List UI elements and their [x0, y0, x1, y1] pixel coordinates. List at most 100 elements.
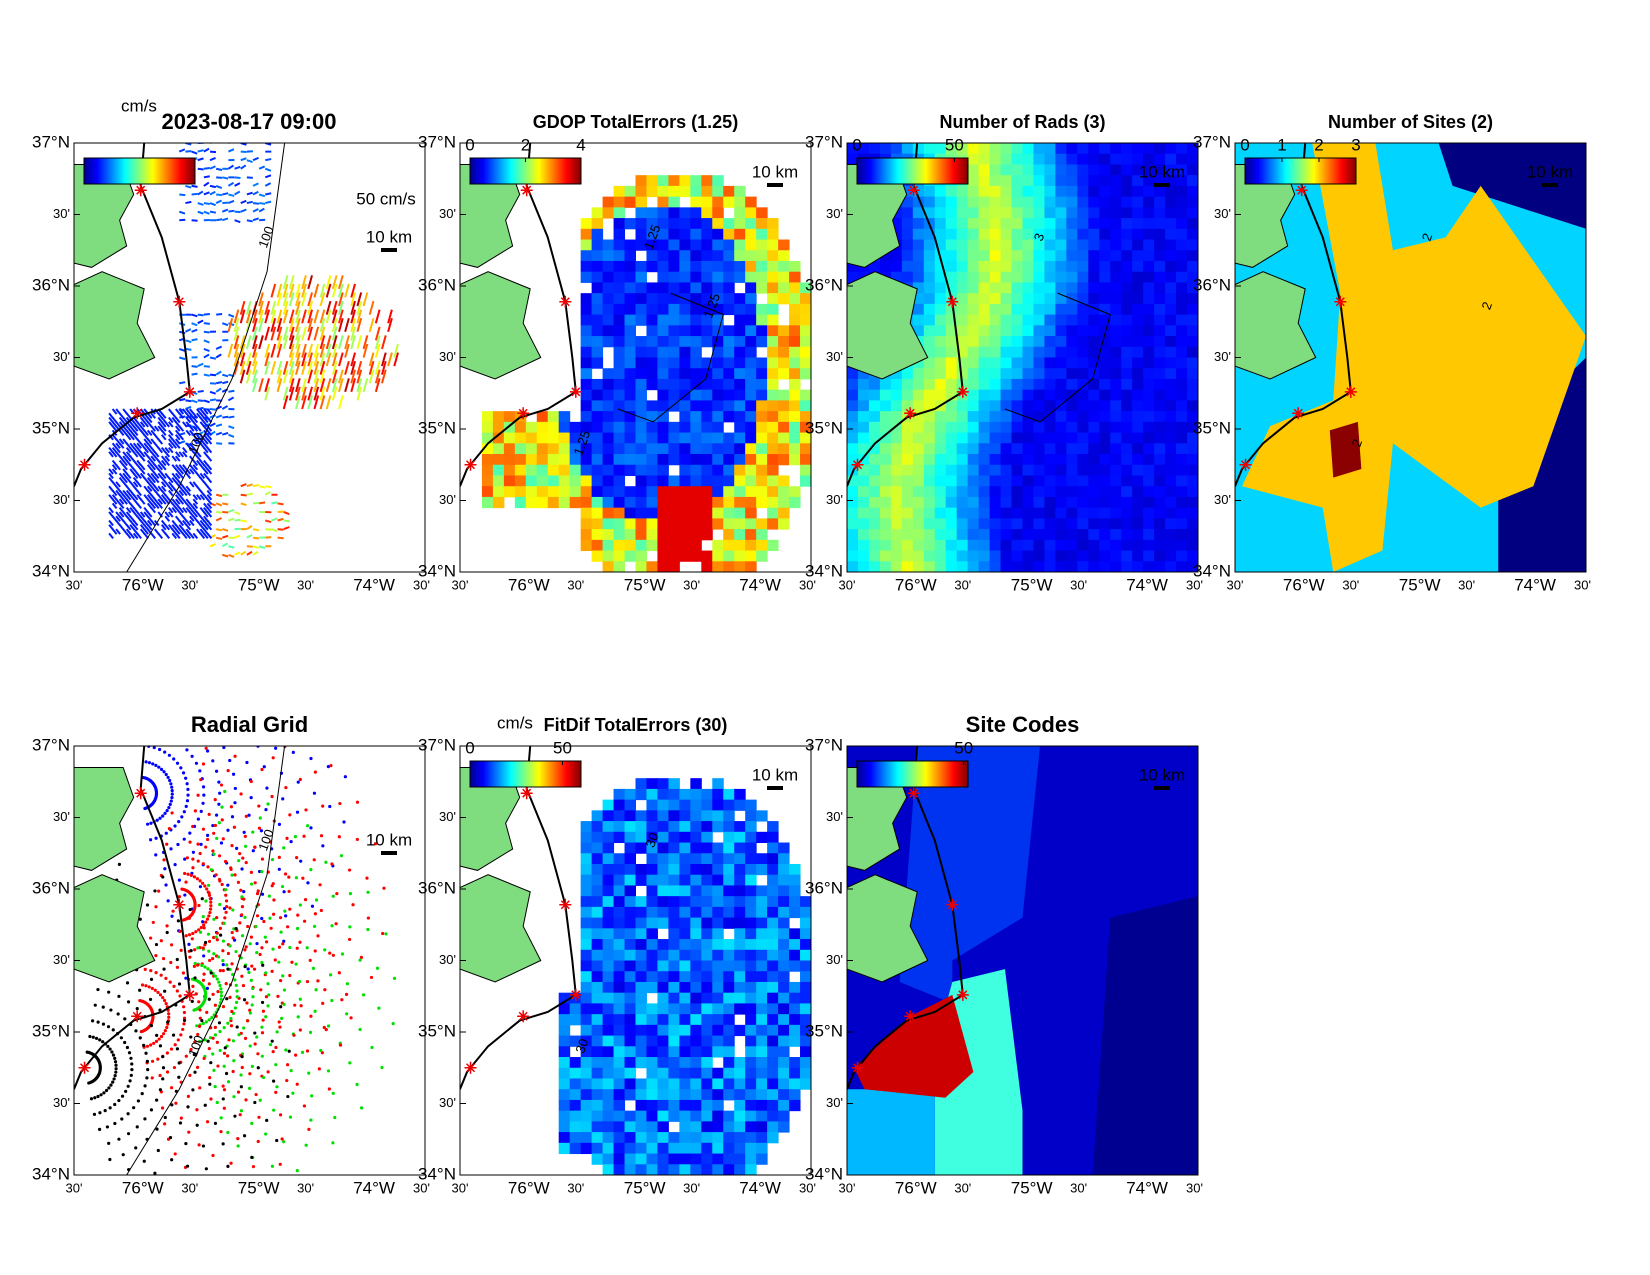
field-cell	[978, 496, 991, 509]
field-cell	[657, 1057, 669, 1069]
field-cell	[1176, 496, 1188, 509]
vector	[246, 550, 253, 556]
field-cell	[1143, 346, 1155, 358]
field-cell	[1077, 378, 1089, 391]
field-cell	[580, 228, 593, 241]
field-cell	[1011, 175, 1023, 187]
field-cell	[679, 228, 691, 241]
field-cell	[646, 250, 658, 262]
field-cell	[967, 260, 980, 273]
vector	[189, 412, 195, 419]
grid-point	[264, 1132, 268, 1136]
vector	[146, 511, 153, 518]
grid-point	[117, 994, 121, 998]
field-cell	[767, 325, 779, 337]
grid-point	[173, 824, 177, 828]
field-cell	[723, 561, 735, 572]
field-cell	[503, 432, 516, 444]
field-cell	[1022, 507, 1034, 519]
field-cell	[591, 1078, 604, 1090]
field-cell	[1187, 260, 1198, 273]
field-cell	[657, 1132, 669, 1144]
field-cell	[1000, 529, 1013, 541]
field-cell	[734, 842, 746, 854]
field-cell	[569, 1078, 582, 1090]
grid-point	[156, 1148, 160, 1153]
vector	[199, 412, 206, 419]
field-cell	[613, 218, 626, 230]
grid-point	[182, 810, 186, 814]
grid-point	[222, 906, 227, 911]
field-cell	[679, 885, 691, 897]
field-cell	[635, 518, 647, 530]
vector	[252, 156, 259, 162]
field-cell	[657, 799, 669, 811]
vector	[215, 353, 222, 359]
grid-point	[177, 1061, 181, 1065]
field-cell	[1077, 196, 1089, 208]
field-cell	[745, 981, 757, 994]
field-cell	[679, 368, 691, 380]
grid-point	[140, 983, 145, 987]
field-cell	[1110, 561, 1122, 572]
vector	[164, 511, 171, 518]
grid-point	[163, 1122, 167, 1126]
field-cell	[1099, 443, 1111, 455]
field-cell	[778, 507, 790, 519]
vector	[167, 507, 174, 514]
grid-point	[235, 1000, 239, 1005]
field-cell	[1033, 196, 1045, 208]
vector	[178, 511, 185, 518]
field-cell	[956, 421, 969, 434]
field-cell	[723, 475, 735, 487]
grid-point	[207, 982, 211, 986]
field-cell	[1066, 561, 1078, 572]
field-cell	[1000, 475, 1013, 487]
grid-point	[213, 798, 217, 802]
field-cell	[956, 228, 969, 241]
field-cell	[923, 421, 936, 434]
grid-point	[233, 1114, 237, 1118]
vector	[125, 532, 132, 540]
grid-point	[217, 821, 221, 825]
field-cell	[1132, 464, 1144, 476]
field-cell	[745, 896, 757, 908]
grid-point	[184, 1054, 188, 1058]
field-cell	[690, 821, 702, 833]
field-cell	[868, 400, 881, 412]
field-cell	[602, 906, 615, 919]
lat-minute-label: 30'	[1214, 492, 1231, 507]
grid-point	[359, 1106, 364, 1110]
grid-point	[250, 1121, 254, 1126]
field-cell	[613, 1121, 626, 1133]
field-cell	[1099, 561, 1111, 572]
grid-point	[224, 888, 228, 892]
field-cell	[657, 960, 669, 972]
field-cell	[558, 1099, 571, 1112]
grid-point	[120, 1094, 125, 1098]
grid-point	[312, 924, 317, 928]
vector	[246, 200, 253, 205]
vector	[199, 459, 206, 467]
grid-point	[189, 1035, 193, 1039]
grid-point	[170, 785, 174, 789]
vector	[282, 292, 289, 307]
vector	[338, 309, 344, 324]
vector	[233, 335, 240, 350]
field-cell	[657, 853, 669, 865]
vector	[150, 412, 157, 419]
colorbar	[469, 157, 582, 185]
vector	[153, 425, 160, 432]
scale-label: 10 km	[366, 227, 412, 246]
site-marker	[956, 385, 969, 398]
field-cell	[967, 464, 980, 476]
field-cell	[602, 949, 615, 961]
vector	[164, 481, 171, 488]
grid-point	[220, 818, 224, 822]
vector	[206, 511, 213, 518]
field-cell	[1176, 518, 1188, 530]
field-cell	[1187, 454, 1198, 466]
vector	[175, 408, 181, 415]
field-cell	[723, 1024, 735, 1037]
field-cell	[1077, 175, 1089, 187]
